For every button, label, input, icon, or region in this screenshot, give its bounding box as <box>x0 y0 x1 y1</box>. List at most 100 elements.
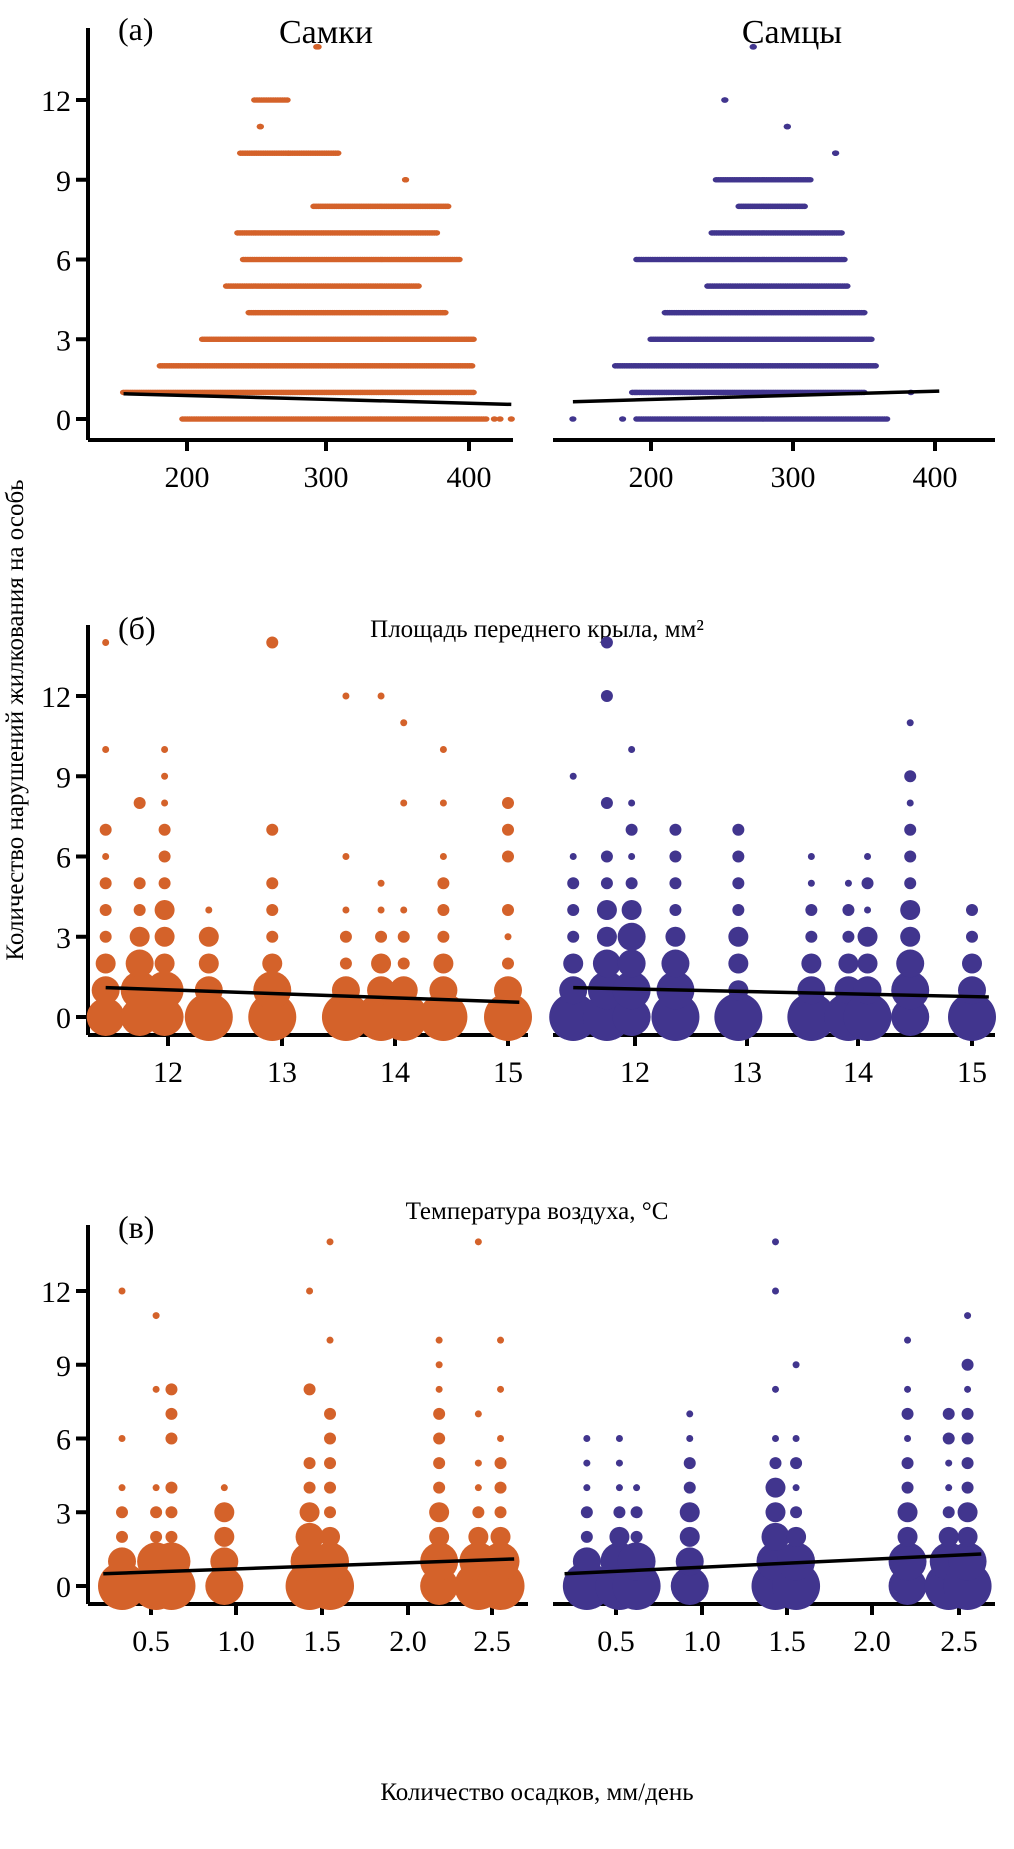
data-bubble <box>615 1459 623 1467</box>
data-bubble <box>439 853 447 860</box>
data-bubble <box>266 930 279 943</box>
data-point <box>783 123 791 130</box>
data-bubble <box>474 1410 482 1418</box>
data-bubble <box>494 1457 507 1470</box>
data-bubble <box>583 1484 591 1492</box>
data-bubble <box>497 1336 505 1344</box>
data-bubble <box>419 993 468 1041</box>
data-bubble <box>843 993 892 1041</box>
data-bubble <box>583 1459 591 1467</box>
data-bubble <box>474 1238 482 1246</box>
data-point <box>490 416 498 422</box>
trend-line <box>573 985 989 999</box>
y-tick-label: 0 <box>56 1002 71 1035</box>
data-point <box>256 123 264 130</box>
data-bubble <box>580 1530 593 1543</box>
data-bubble <box>99 930 112 943</box>
data-bubble <box>679 1526 700 1547</box>
data-bubble <box>786 1526 807 1547</box>
data-bubble <box>165 1383 178 1396</box>
data-bubble <box>771 1435 779 1442</box>
data-bubble <box>375 930 388 943</box>
data-bubble <box>961 1358 974 1371</box>
data-bubble <box>494 1506 507 1519</box>
data-bubble <box>474 1484 482 1492</box>
data-bubble <box>904 823 917 836</box>
data-bubble <box>904 1435 912 1442</box>
data-bubble <box>437 930 450 943</box>
column-title-males: Самцы <box>742 14 842 51</box>
data-point <box>507 416 515 422</box>
data-bubble <box>615 1484 623 1492</box>
data-bubble <box>400 906 408 914</box>
data-bubble <box>633 1484 641 1492</box>
data-bubble <box>133 797 146 809</box>
data-bubble <box>339 930 352 943</box>
data-bubble <box>769 1457 782 1470</box>
data-bubble <box>102 746 110 753</box>
data-point <box>334 150 342 156</box>
data-bubble <box>502 904 514 916</box>
data-point <box>496 416 504 422</box>
data-bubble <box>433 953 454 974</box>
data-bubble <box>125 949 154 978</box>
data-bubble <box>95 953 116 974</box>
data-bubble <box>549 993 598 1041</box>
data-bubble <box>864 853 872 860</box>
data-bubble <box>864 906 872 914</box>
data-point <box>469 389 477 396</box>
data-bubble <box>433 1432 446 1445</box>
x-axis-title-a: Площадь переднего крыла, мм² <box>370 616 704 643</box>
data-bubble <box>502 957 514 970</box>
data-bubble <box>897 1502 918 1523</box>
data-bubble <box>961 1457 974 1470</box>
data-bubble <box>205 1567 244 1605</box>
data-bubble <box>651 993 700 1041</box>
data-point <box>883 416 891 422</box>
data-bubble <box>150 1530 163 1543</box>
data-bubble <box>600 877 613 890</box>
data-bubble <box>625 877 638 890</box>
data-point <box>867 336 875 343</box>
data-bubble <box>961 1432 974 1445</box>
data-bubble <box>158 877 171 890</box>
data-bubble <box>661 949 690 978</box>
data-bubble <box>331 976 360 1005</box>
data-bubble <box>102 639 110 646</box>
data-bubble <box>439 746 447 753</box>
data-bubble <box>948 993 996 1041</box>
data-bubble <box>583 1435 591 1442</box>
data-bubble <box>497 1385 505 1393</box>
data-bubble <box>429 1502 450 1523</box>
data-point <box>619 416 627 422</box>
data-bubble <box>400 719 408 727</box>
data-bubble <box>306 1287 314 1295</box>
data-bubble <box>617 922 646 951</box>
data-bubble <box>266 877 279 890</box>
data-bubble <box>567 877 580 890</box>
data-bubble <box>771 1385 779 1393</box>
x-tick-label: 1.5 <box>303 1625 341 1658</box>
data-bubble <box>220 1484 228 1492</box>
data-bubble <box>771 1238 779 1246</box>
data-bubble <box>108 1547 137 1576</box>
x-tick-label: 2.5 <box>940 1625 978 1658</box>
data-bubble <box>942 1432 955 1445</box>
panel-c: 0 3 6 9 12 0.5 1.0 1.5 2.0 2.5 0.5 1.0 1.5 2.0 2.5 <box>41 1225 995 1658</box>
data-point <box>432 230 441 236</box>
data-bubble <box>116 1530 129 1543</box>
data-bubble <box>904 770 917 783</box>
y-tick-label: 0 <box>56 404 71 437</box>
y-axis-title: Количество нарушений жилкования на особь <box>2 479 29 960</box>
data-bubble <box>842 904 855 916</box>
data-bubble <box>118 1484 126 1492</box>
data-bubble <box>906 719 914 727</box>
data-bubble <box>900 926 921 947</box>
data-bubble <box>102 853 110 860</box>
data-bubble <box>184 993 233 1041</box>
data-bubble <box>683 1457 696 1470</box>
data-bubble <box>324 1407 337 1420</box>
data-point <box>482 416 490 422</box>
data-bubble <box>838 953 859 974</box>
data-point <box>721 97 729 103</box>
